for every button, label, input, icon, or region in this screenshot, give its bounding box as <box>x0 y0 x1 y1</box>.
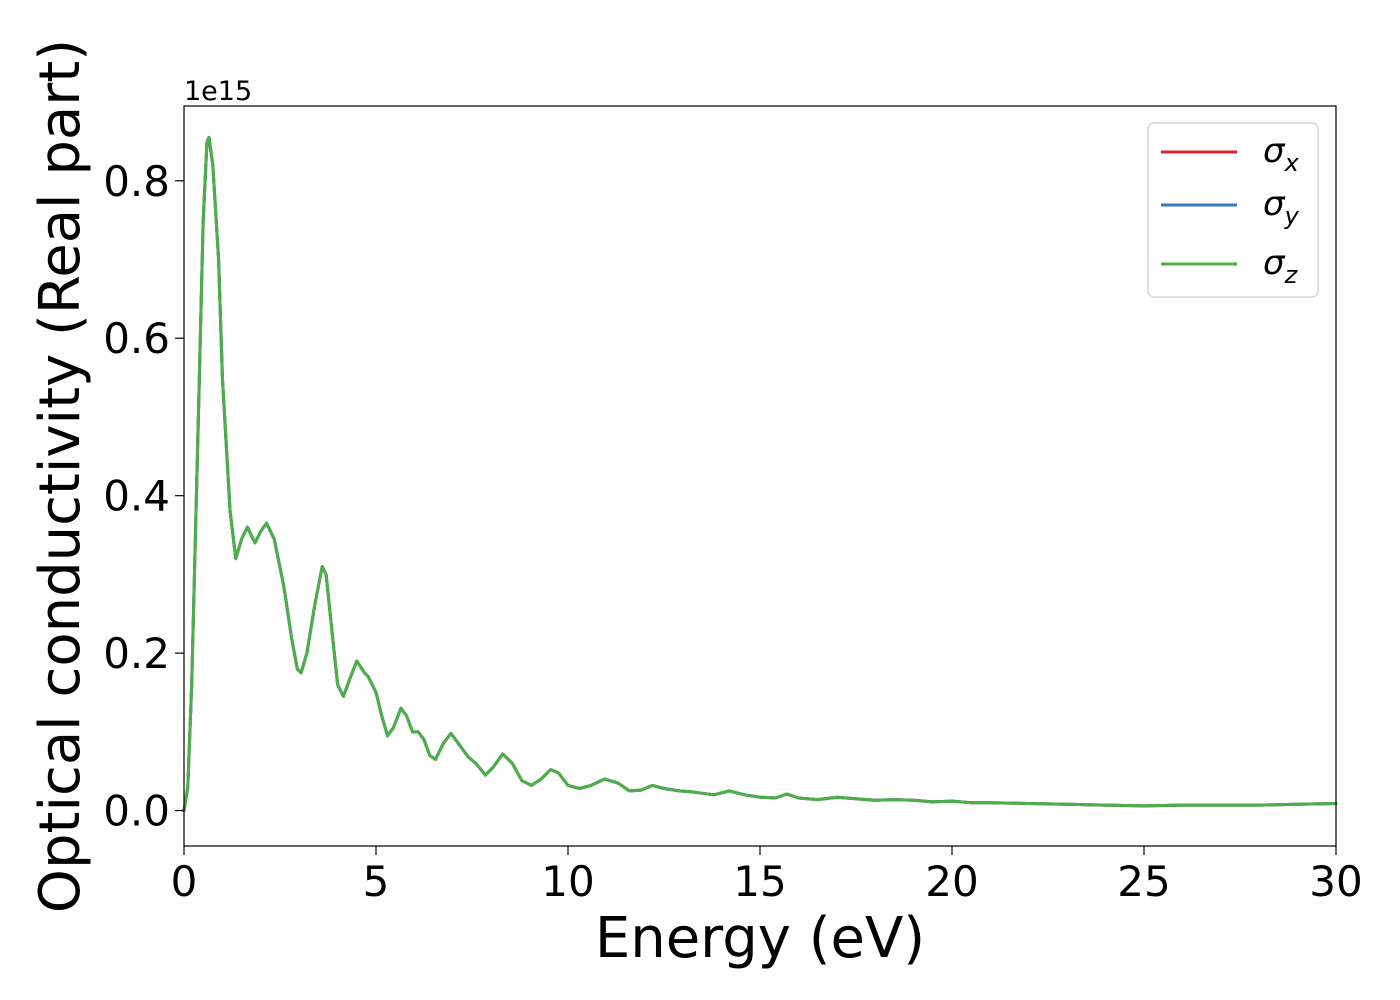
x-axis-label: Energy (eV) <box>595 906 925 971</box>
legend-label-x: σx <box>1263 131 1300 177</box>
x-tick-label: 0 <box>171 857 198 906</box>
y-offset-text: 1e15 <box>184 76 252 107</box>
y-axis-label: Optical conductivity (Real part) <box>28 39 93 913</box>
x-tick-label: 5 <box>363 857 390 906</box>
series-layer <box>182 136 1338 813</box>
x-tick-label: 30 <box>1309 857 1362 906</box>
x-tick-label: 15 <box>733 857 786 906</box>
y-tick-label: 0.6 <box>103 314 170 363</box>
legend-label-y: σy <box>1263 184 1300 230</box>
y-tick-label: 0.2 <box>103 629 170 678</box>
x-axis-ticks: 0 5 10 15 20 25 30 <box>171 846 1363 906</box>
x-tick-label: 20 <box>925 857 978 906</box>
legend-box <box>1147 122 1319 298</box>
y-tick-label: 0.8 <box>103 157 170 206</box>
y-tick-label: 0.4 <box>103 472 170 521</box>
x-tick-label: 10 <box>541 857 594 906</box>
x-tick-label: 25 <box>1117 857 1170 906</box>
series-line-z <box>182 136 1338 813</box>
y-tick-label: 0.0 <box>103 787 170 836</box>
y-axis-ticks: 0.0 0.2 0.4 0.6 0.8 <box>103 157 184 836</box>
